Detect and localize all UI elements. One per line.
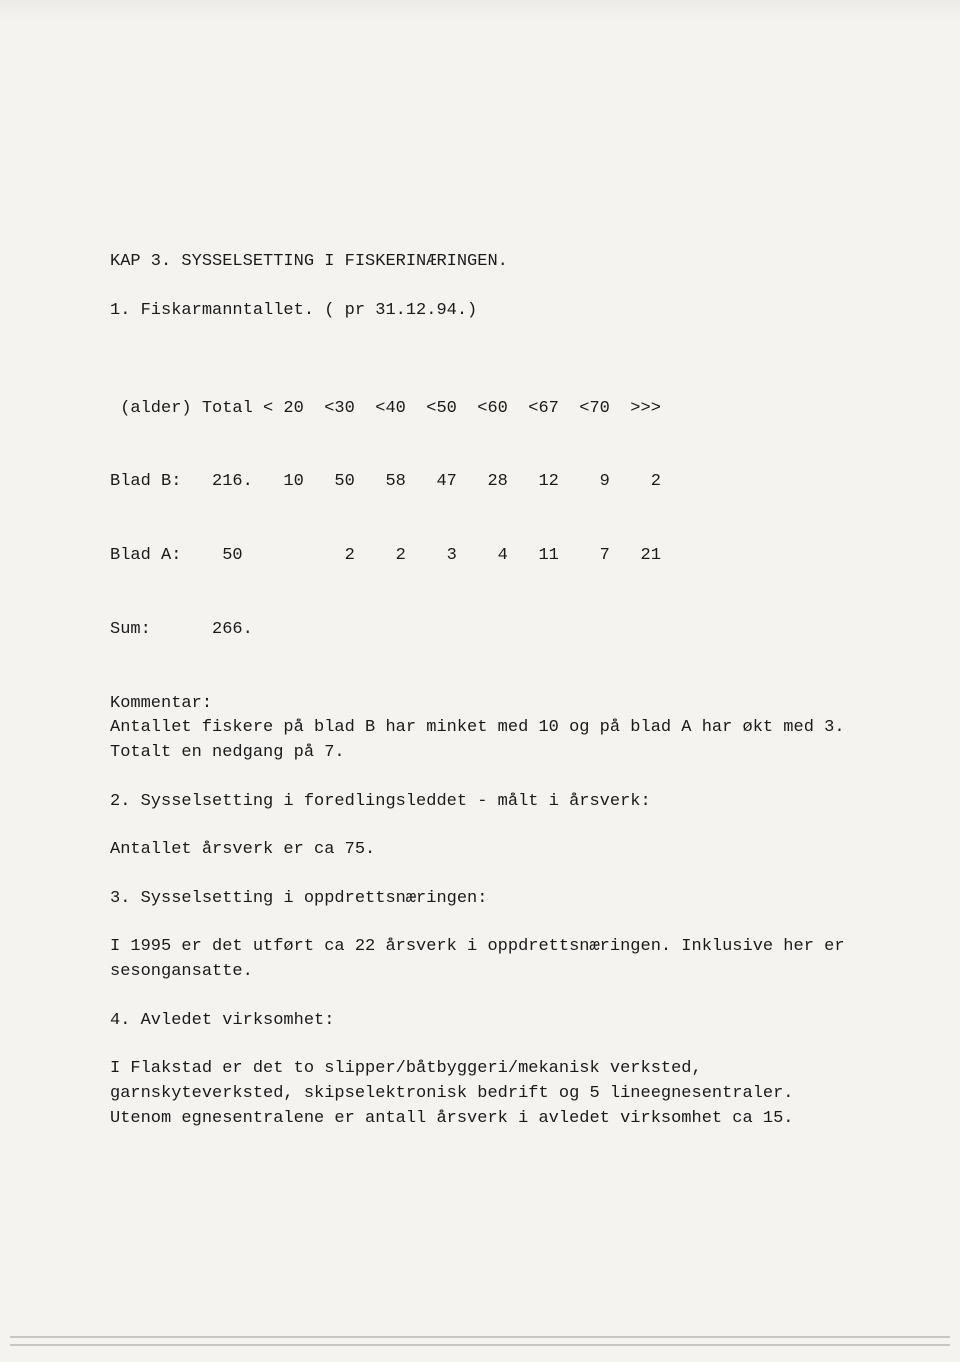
section-2-body: Antallet årsverk er ca 75. [110,838,850,863]
section-3-body: I 1995 er det utført ca 22 årsverk i opp… [110,935,850,984]
scan-artifact-top [0,0,960,20]
section-2-heading: 2. Sysselsetting i foredlingsleddet - må… [110,790,850,815]
comment-label: Kommentar: [110,692,850,717]
comment-body: Antallet fiskere på blad B har minket me… [110,716,850,765]
section-1-comment: Kommentar: Antallet fiskere på blad B ha… [110,692,850,766]
section-4-heading: 4. Avledet virksomhet: [110,1009,850,1034]
chapter-title: KAP 3. SYSSELSETTING I FISKERINÆRINGEN. [110,250,850,275]
age-table: (alder) Total < 20 <30 <40 <50 <60 <67 <… [110,347,850,667]
table-row: Sum: 266. [110,618,850,643]
scan-artifact-bottom [10,1336,950,1346]
section-4-body: I Flakstad er det to slipper/båtbyggeri/… [110,1057,850,1131]
table-header-row: (alder) Total < 20 <30 <40 <50 <60 <67 <… [110,397,850,422]
table-row: Blad A: 50 2 2 3 4 11 7 21 [110,544,850,569]
section-3-heading: 3. Sysselsetting i oppdrettsnæringen: [110,887,850,912]
section-1-heading: 1. Fiskarmanntallet. ( pr 31.12.94.) [110,299,850,324]
table-row: Blad B: 216. 10 50 58 47 28 12 9 2 [110,470,850,495]
